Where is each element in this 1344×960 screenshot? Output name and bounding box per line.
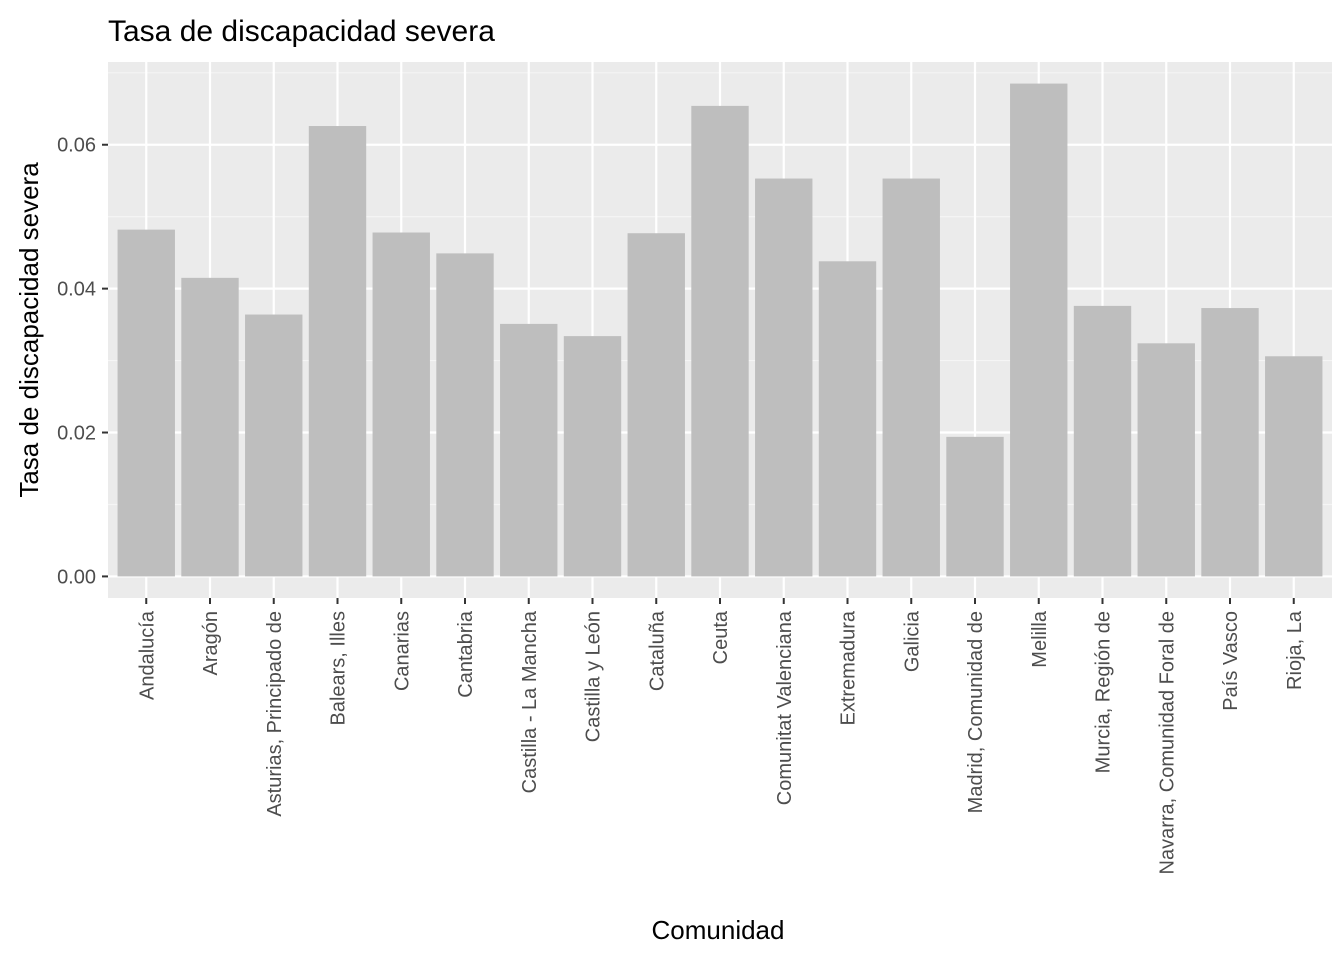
x-tick-label: Madrid, Comunidad de (965, 611, 987, 813)
bar (691, 105, 749, 577)
bar (1073, 305, 1132, 577)
x-tick-label: Melilla (1029, 610, 1051, 668)
x-tick-label: Asturias, Principado de (264, 611, 286, 817)
bars (117, 83, 1323, 577)
bar (181, 277, 239, 577)
bar (1010, 83, 1068, 577)
x-tick-label: Galicia (901, 610, 923, 672)
bar (563, 336, 622, 577)
x-tick-label: Aragón (200, 611, 222, 676)
x-tick-label: Murcia, Región de (1093, 611, 1115, 773)
bar (1201, 308, 1259, 577)
x-tick-label: Ceuta (710, 610, 732, 664)
bar (627, 233, 685, 577)
bar (1137, 343, 1195, 577)
chart-title: Tasa de discapacidad severa (108, 15, 495, 48)
x-tick-label: Navarra, Comunidad Foral de (1156, 611, 1178, 874)
x-tick-label: Cataluña (646, 610, 668, 691)
x-tick-label: Castilla y León (583, 611, 605, 742)
x-tick-label: Andalucía (136, 610, 158, 700)
x-tick-label: Cantabria (455, 610, 477, 698)
x-tick-label: Extremadura (838, 610, 860, 725)
y-tick-label: 0.06 (57, 135, 96, 157)
bar (500, 323, 558, 577)
y-tick-label: 0.00 (57, 566, 96, 588)
y-tick-label: 0.02 (57, 423, 96, 445)
y-tick-label: 0.04 (57, 279, 96, 301)
x-tick-label: Castilla - La Mancha (519, 610, 541, 793)
bar (245, 314, 303, 577)
x-tick-label: Balears, Illes (328, 611, 350, 726)
bar (372, 232, 430, 577)
x-axis: Andalucía Aragón Asturias, Principado de Ba… (136, 598, 1306, 874)
x-tick-label: Canarias (391, 611, 413, 691)
x-tick-label: Comunitat Valenciana (774, 610, 796, 805)
bar (818, 261, 877, 577)
x-axis-title: Comunidad (652, 915, 785, 945)
bar (436, 253, 494, 577)
bar (882, 178, 940, 577)
bar (117, 229, 175, 577)
bar (755, 178, 813, 577)
x-tick-label: Rioja, La (1284, 610, 1306, 690)
bar (1265, 356, 1323, 577)
y-axis-title: Tasa de discapacidad severa (14, 162, 44, 498)
bar (946, 436, 1004, 577)
y-axis: 0.00 0.02 0.04 0.06 (57, 135, 108, 588)
x-tick-label: País Vasco (1220, 611, 1242, 711)
bar (308, 126, 367, 577)
